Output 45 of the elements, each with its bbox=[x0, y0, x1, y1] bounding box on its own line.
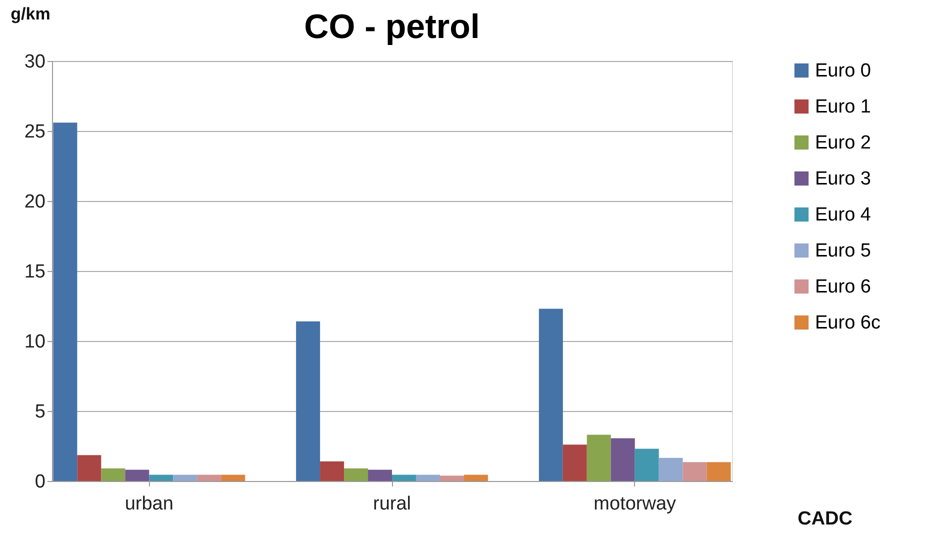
x-tick-label: rural bbox=[372, 494, 412, 514]
bar bbox=[197, 474, 222, 481]
legend-label: Euro 4 bbox=[815, 204, 872, 226]
bar bbox=[538, 308, 563, 481]
legend-label: Euro 2 bbox=[815, 132, 871, 154]
x-axis-title: CADC bbox=[798, 508, 853, 530]
y-tick-label: 15 bbox=[24, 262, 46, 282]
bar bbox=[344, 468, 368, 481]
y-axis-title: g/km bbox=[10, 4, 50, 24]
bar bbox=[53, 122, 78, 481]
bar bbox=[320, 461, 344, 481]
bar bbox=[173, 474, 198, 481]
legend-label: Euro 3 bbox=[815, 168, 871, 190]
bar bbox=[706, 462, 731, 481]
bar bbox=[296, 321, 320, 481]
bar bbox=[562, 444, 587, 481]
x-tick-label: motorway bbox=[594, 494, 677, 514]
bar bbox=[101, 468, 126, 481]
bar bbox=[634, 448, 659, 481]
y-tick-label: 30 bbox=[24, 52, 46, 72]
bar bbox=[464, 474, 488, 481]
bar bbox=[586, 434, 611, 481]
bar bbox=[610, 438, 635, 481]
y-tick-label: 5 bbox=[34, 402, 46, 422]
legend-label: Euro 6c bbox=[815, 312, 880, 334]
bar bbox=[149, 474, 174, 481]
legend-label: Euro 1 bbox=[815, 96, 871, 118]
legend-label: Euro 6 bbox=[815, 276, 871, 298]
bar bbox=[440, 476, 464, 481]
legend-label: Euro 0 bbox=[815, 60, 871, 82]
bar bbox=[682, 462, 707, 481]
bar bbox=[221, 474, 246, 481]
bar bbox=[77, 455, 102, 481]
x-tick-label: urban bbox=[124, 494, 174, 514]
y-tick-label: 0 bbox=[34, 472, 46, 492]
bar bbox=[392, 474, 416, 481]
chart-title: CO - petrol bbox=[304, 8, 480, 46]
legend-label: Euro 5 bbox=[815, 240, 871, 262]
bar bbox=[125, 470, 150, 481]
bar bbox=[416, 474, 440, 481]
y-tick-label: 25 bbox=[24, 122, 46, 142]
y-tick-label: 10 bbox=[24, 332, 46, 352]
bar bbox=[658, 458, 683, 481]
bar bbox=[368, 470, 392, 481]
y-tick-label: 20 bbox=[24, 192, 46, 212]
